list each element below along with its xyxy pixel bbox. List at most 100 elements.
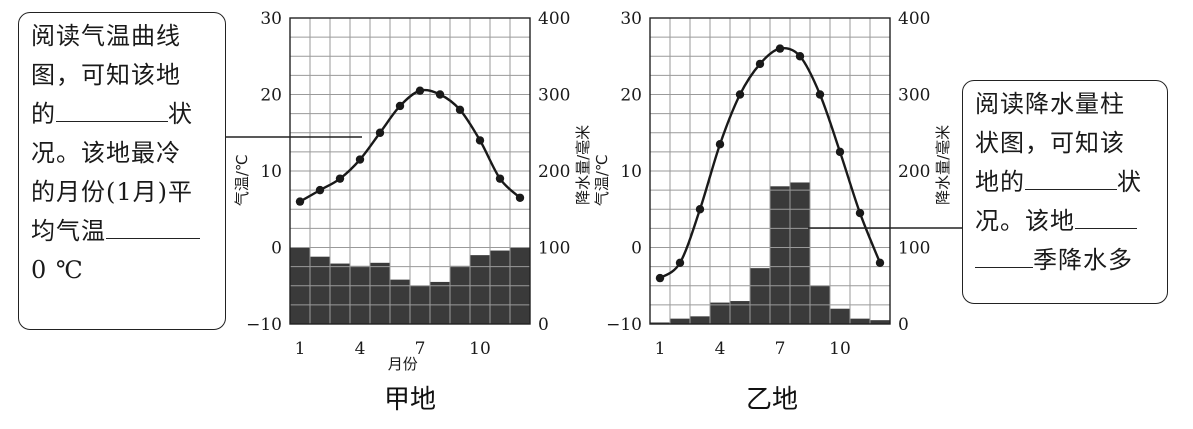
callout-text: 的 (31, 100, 56, 128)
x-tick-label: 7 (415, 339, 426, 359)
precipitation-bar (670, 318, 690, 324)
y-left-tick-label: 30 (620, 9, 642, 29)
x-tick-label: 10 (829, 339, 851, 359)
callout-line: 均气温 (31, 212, 215, 251)
precipitation-bar (470, 255, 490, 324)
answer-blank[interactable] (975, 241, 1033, 268)
temperature-point (355, 155, 365, 164)
precipitation-bar (330, 263, 350, 324)
y-right-tick-label: 100 (898, 239, 930, 259)
y-right-axis-label: 降水量/毫米 (574, 125, 592, 205)
y-left-tick-label: 20 (620, 86, 642, 106)
temperature-point (375, 128, 385, 137)
plot-frame (649, 17, 891, 325)
callout-text: 均气温 (31, 217, 106, 245)
temperature-point (655, 273, 665, 283)
temperature-point (735, 90, 745, 99)
y-left-tick-label: −10 (246, 315, 282, 335)
temperature-point (675, 258, 685, 267)
temperature-point (775, 44, 785, 53)
temperature-point (835, 147, 845, 157)
y-left-tick-label: −10 (606, 315, 642, 335)
chart-title: 甲地 (384, 385, 436, 415)
callout-line: 的状 (31, 95, 215, 134)
y-right-tick-label: 400 (538, 9, 570, 29)
precipitation-bar (750, 268, 770, 324)
precipitation-bar (490, 250, 510, 324)
y-left-tick-label: 0 (631, 239, 642, 259)
temperature-point (455, 105, 465, 115)
y-left-tick-label: 10 (620, 162, 642, 182)
x-tick-label: 10 (469, 339, 491, 359)
callout-line: 0 ℃ (31, 256, 84, 284)
answer-blank[interactable] (106, 212, 200, 239)
precipitation-bar (770, 186, 790, 324)
callout-line: 地的 状 (975, 163, 1157, 202)
chart-title: 乙地 (746, 385, 798, 415)
callout-line: 况。该地 (975, 202, 1157, 241)
precipitation-bar (650, 322, 670, 324)
temperature-point (495, 174, 505, 183)
temperature-point (415, 86, 425, 95)
callout-text: 状 (168, 100, 193, 128)
y-left-axis-label: 气温/℃ (593, 154, 611, 206)
precipitation-bar (350, 265, 370, 324)
callout-text: 地的 (975, 168, 1025, 196)
temperature-point (715, 140, 725, 149)
precipitation-bar (870, 320, 890, 324)
x-axis-label: 月份 (388, 355, 418, 373)
x-tick-label: 7 (775, 339, 786, 359)
temperature-point (335, 174, 345, 183)
temperature-point (875, 258, 885, 267)
y-left-tick-label: 0 (271, 239, 282, 259)
y-right-tick-label: 100 (538, 239, 570, 259)
y-right-axis-label: 降水量/毫米 (934, 125, 952, 205)
y-left-tick-label: 20 (260, 86, 282, 106)
temperature-point (815, 90, 825, 99)
answer-blank[interactable] (56, 95, 168, 122)
y-left-tick-label: 10 (260, 162, 282, 182)
precipitation-bar (790, 182, 810, 324)
callout-line: 况。该地最冷 (31, 139, 181, 167)
temperature-point (295, 197, 305, 206)
precipitation-bar (830, 308, 850, 324)
y-right-tick-label: 0 (898, 315, 909, 335)
x-tick-label: 1 (655, 339, 666, 359)
callout-precipitation-question: 阅读降水量柱 状图，可知该 地的 状 况。该地 季降水多 (962, 80, 1168, 304)
precipitation-bar (430, 281, 450, 324)
callout-text: 季降水多 (1033, 246, 1133, 274)
temperature-point (315, 185, 325, 195)
callout-line: 状图，可知该 (975, 129, 1125, 157)
temperature-point (695, 205, 705, 214)
precipitation-bar (310, 256, 330, 324)
precipitation-bar (390, 279, 410, 324)
temperature-point (755, 59, 765, 69)
callout-text: 况。该地 (975, 207, 1075, 235)
callout-line: 图，可知该地 (31, 61, 181, 89)
precipitation-bar (710, 302, 730, 324)
y-right-tick-label: 400 (898, 9, 930, 29)
temperature-point (435, 90, 445, 99)
precipitation-bar (850, 318, 870, 324)
plot-frame (289, 17, 531, 325)
y-left-tick-label: 30 (260, 9, 282, 29)
callout-text: 状 (1117, 168, 1142, 196)
callout-line: 季降水多 (975, 241, 1157, 280)
x-tick-label: 1 (295, 339, 306, 359)
callout-line: 的月份(1月)平 (31, 178, 193, 206)
y-right-tick-label: 200 (898, 162, 930, 182)
y-right-tick-label: 300 (538, 86, 570, 106)
x-tick-label: 4 (715, 339, 726, 359)
answer-blank[interactable] (1075, 202, 1137, 229)
temperature-point (855, 208, 865, 218)
x-tick-label: 4 (355, 339, 366, 359)
precipitation-bar (690, 316, 710, 324)
temperature-point (515, 193, 525, 202)
answer-blank[interactable] (1025, 163, 1117, 190)
precipitation-bar (450, 265, 470, 324)
precipitation-bar (370, 262, 390, 324)
y-right-tick-label: 200 (538, 162, 570, 182)
precipitation-bar (730, 301, 750, 324)
